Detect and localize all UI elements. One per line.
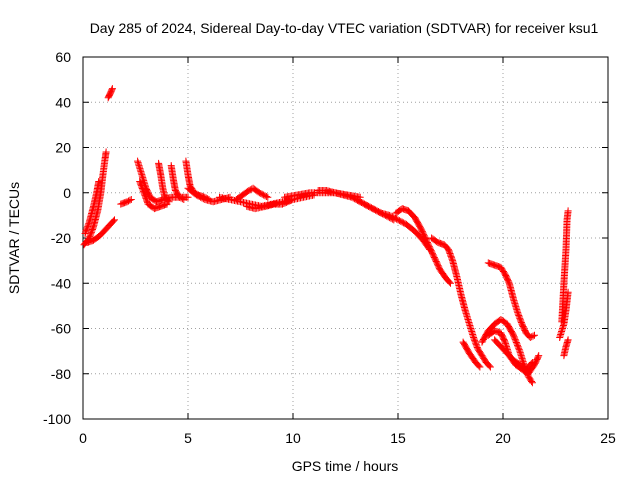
data-point bbox=[511, 334, 519, 342]
data-point bbox=[514, 341, 522, 349]
data-point bbox=[510, 331, 517, 339]
data-point bbox=[178, 195, 186, 203]
data-points bbox=[80, 85, 572, 387]
x-tick-label: 15 bbox=[390, 430, 406, 446]
data-point bbox=[527, 360, 535, 368]
x-tick-label: 5 bbox=[184, 430, 192, 446]
data-point bbox=[165, 198, 173, 206]
x-tick-label: 10 bbox=[285, 430, 301, 446]
y-tick-label: -100 bbox=[43, 411, 71, 427]
y-tick-label: 0 bbox=[63, 185, 71, 201]
data-point bbox=[447, 279, 454, 287]
data-point bbox=[102, 148, 110, 156]
series-arc-23 bbox=[491, 336, 536, 373]
data-point bbox=[486, 363, 494, 371]
data-point bbox=[445, 278, 453, 286]
series-arc-26 bbox=[558, 207, 572, 326]
y-tick-label: -20 bbox=[51, 230, 71, 246]
data-point bbox=[528, 379, 536, 387]
data-point bbox=[535, 352, 543, 360]
series-arc-05 bbox=[117, 196, 135, 208]
y-tick-label: 20 bbox=[55, 140, 71, 156]
axis-ticks bbox=[82, 56, 609, 420]
series-arc-20 bbox=[459, 338, 484, 371]
data-point bbox=[108, 85, 116, 93]
series-arc-09 bbox=[167, 162, 188, 204]
x-tick-labels: 0 5 10 15 20 25 bbox=[79, 430, 616, 446]
series-arc-02 bbox=[81, 177, 103, 237]
data-point bbox=[164, 197, 172, 205]
y-tick-label: -40 bbox=[51, 275, 71, 291]
data-point bbox=[108, 86, 116, 94]
series-arc-27 bbox=[560, 336, 572, 360]
y-tick-label: 60 bbox=[55, 49, 71, 65]
y-tick-labels: -100 -80 -60 -40 -20 0 20 40 60 bbox=[43, 49, 71, 427]
series-arc-08 bbox=[155, 159, 173, 206]
series-arc-17 bbox=[352, 196, 433, 253]
data-point bbox=[528, 377, 536, 385]
chart-title: Day 285 of 2024, Sidereal Day-to-day VTE… bbox=[90, 20, 599, 36]
data-point bbox=[448, 255, 456, 263]
series-arc-11 bbox=[184, 184, 234, 206]
series-arc-18 bbox=[392, 205, 454, 287]
data-point bbox=[180, 196, 188, 204]
data-point bbox=[109, 217, 117, 225]
data-point bbox=[264, 193, 272, 201]
series-arc-24 bbox=[484, 259, 538, 342]
data-point bbox=[534, 353, 542, 361]
y-tick-label: 40 bbox=[55, 94, 71, 110]
data-point bbox=[485, 362, 493, 370]
series-arc-01 bbox=[80, 148, 110, 249]
data-point bbox=[515, 346, 523, 354]
data-point bbox=[514, 343, 522, 351]
series-arc-07 bbox=[136, 177, 171, 213]
y-tick-label: -60 bbox=[51, 321, 71, 337]
grid bbox=[83, 57, 608, 419]
y-axis-label: SDTVAR / TECUs bbox=[6, 182, 22, 294]
data-point bbox=[127, 196, 135, 204]
data-point bbox=[529, 332, 537, 340]
data-point bbox=[531, 331, 538, 339]
data-point bbox=[126, 196, 134, 204]
data-point bbox=[564, 207, 572, 215]
x-axis-label: GPS time / hours bbox=[292, 458, 399, 474]
data-point bbox=[564, 336, 572, 344]
data-point bbox=[111, 216, 118, 224]
data-point bbox=[511, 336, 519, 344]
series-arc-19 bbox=[428, 234, 494, 371]
x-tick-label: 25 bbox=[600, 430, 616, 446]
data-point bbox=[262, 193, 270, 201]
y-tick-label: -80 bbox=[51, 366, 71, 382]
series-arc-13 bbox=[232, 184, 272, 204]
data-point bbox=[512, 337, 520, 345]
data-point bbox=[513, 340, 521, 348]
data-point bbox=[475, 362, 483, 370]
data-point bbox=[95, 177, 103, 185]
series-arc-03 bbox=[83, 216, 118, 247]
data-point bbox=[510, 333, 518, 341]
data-point bbox=[528, 358, 536, 366]
data-point bbox=[512, 338, 520, 346]
data-point bbox=[476, 363, 484, 371]
data-point bbox=[85, 220, 93, 228]
series-arc-04 bbox=[104, 85, 116, 102]
data-point bbox=[184, 193, 192, 201]
data-point bbox=[515, 344, 523, 352]
x-tick-label: 0 bbox=[79, 430, 87, 446]
x-tick-label: 20 bbox=[495, 430, 511, 446]
